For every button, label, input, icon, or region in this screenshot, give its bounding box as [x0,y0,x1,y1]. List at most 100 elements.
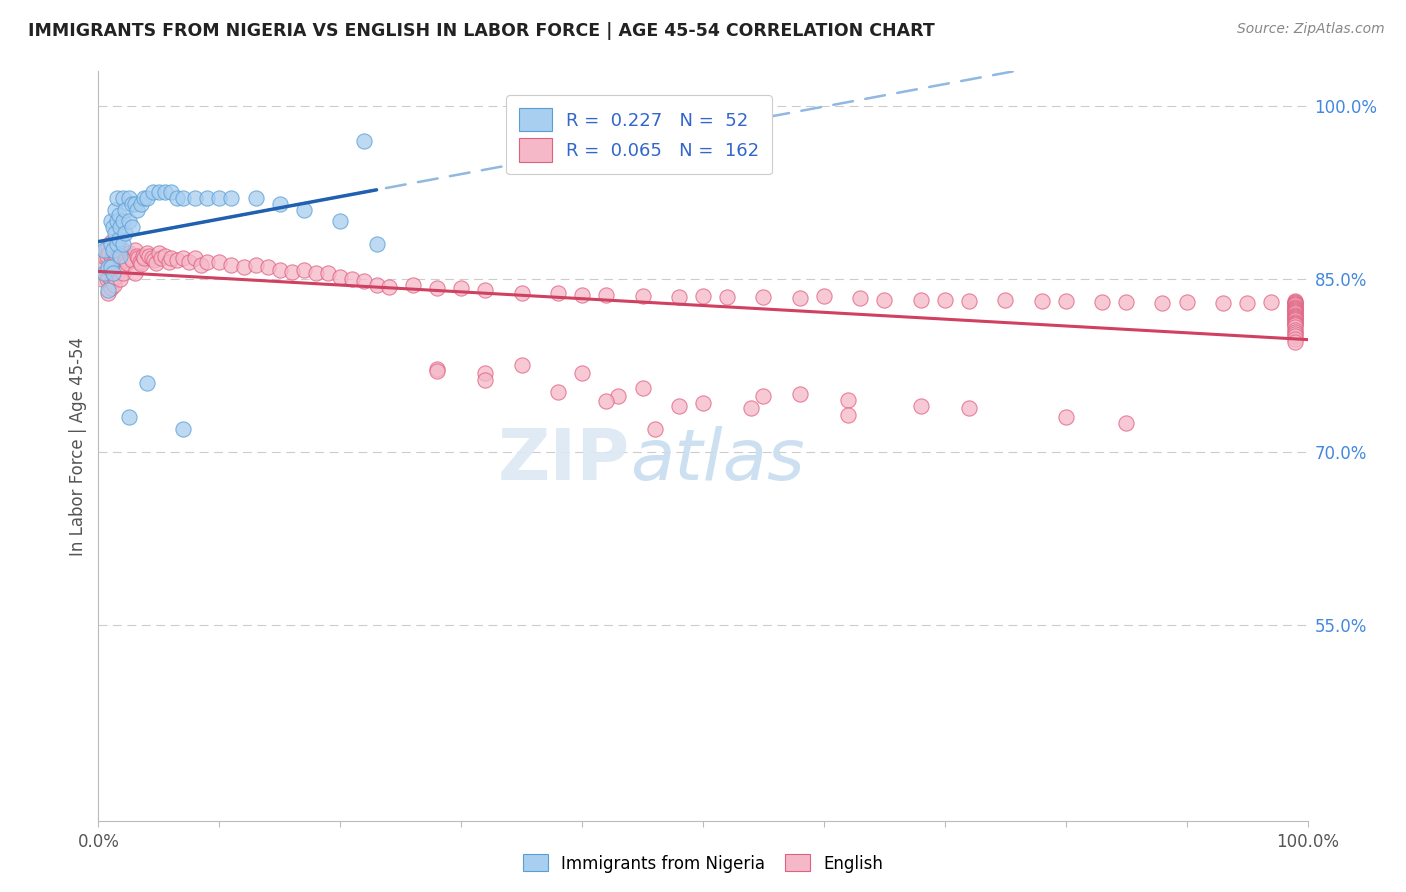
Point [127,251,149,265]
Point [129,197,152,211]
Point [105,239,128,253]
Point [644,422,666,436]
Point [1284,318,1306,332]
Point [740,401,762,415]
Point [292,202,315,217]
Point [1284,311,1306,326]
Point [172,422,194,436]
Point [329,214,352,228]
Point [135,191,157,205]
Point [195,254,218,268]
Point [1284,327,1306,342]
Point [108,209,131,223]
Point [138,249,160,263]
Point [105,237,128,252]
Point [160,186,183,200]
Point [107,266,129,280]
Point [910,399,932,413]
Point [112,249,135,263]
Point [172,191,194,205]
Text: ZIP: ZIP [498,426,630,495]
Point [118,191,141,205]
Point [716,290,738,304]
Point [1115,294,1137,309]
Point [1284,335,1306,350]
Point [631,381,654,395]
Point [316,266,339,280]
Point [111,191,134,205]
Point [101,243,124,257]
Point [114,226,136,240]
Point [547,285,569,300]
Point [135,246,157,260]
Point [108,249,131,263]
Point [510,285,533,300]
Point [142,186,165,200]
Point [1284,294,1306,309]
Point [135,376,157,390]
Point [474,284,496,298]
Point [93,243,115,257]
Point [100,235,122,249]
Point [124,243,146,257]
Point [1284,305,1306,319]
Legend: R =  0.227   N =  52, R =  0.065   N =  162: R = 0.227 N = 52, R = 0.065 N = 162 [506,95,772,174]
Point [934,293,956,307]
Point [118,410,141,425]
Point [1284,298,1306,312]
Point [1284,308,1306,322]
Point [426,361,449,376]
Point [595,394,617,409]
Point [111,237,134,252]
Point [1284,309,1306,323]
Point [208,254,231,268]
Point [94,243,117,257]
Point [184,191,207,205]
Point [127,249,149,263]
Point [692,396,714,410]
Point [93,249,115,263]
Point [245,191,267,205]
Point [1175,294,1198,309]
Point [1284,316,1306,330]
Point [510,359,533,373]
Point [342,272,364,286]
Point [195,191,218,205]
Point [101,266,124,280]
Point [128,254,150,268]
Point [269,262,291,277]
Point [94,266,117,280]
Point [97,262,120,277]
Point [132,249,155,263]
Point [160,251,183,265]
Point [121,253,143,268]
Point [166,191,188,205]
Point [107,243,129,257]
Point [232,260,254,275]
Point [221,258,243,272]
Point [849,292,872,306]
Point [256,260,278,275]
Point [1284,310,1306,324]
Point [752,389,775,403]
Point [93,266,115,280]
Point [97,284,120,298]
Point [1284,293,1306,308]
Point [105,262,128,277]
Text: atlas: atlas [630,426,806,495]
Point [108,249,131,263]
Point [97,239,120,253]
Point [353,134,375,148]
Point [134,251,156,265]
Point [111,266,134,280]
Point [104,269,127,284]
Point [668,290,690,304]
Point [668,399,690,413]
Point [957,293,980,308]
Point [1091,294,1114,309]
Point [994,293,1017,307]
Point [957,401,980,415]
Point [184,251,207,265]
Point [143,253,166,268]
Point [104,226,127,240]
